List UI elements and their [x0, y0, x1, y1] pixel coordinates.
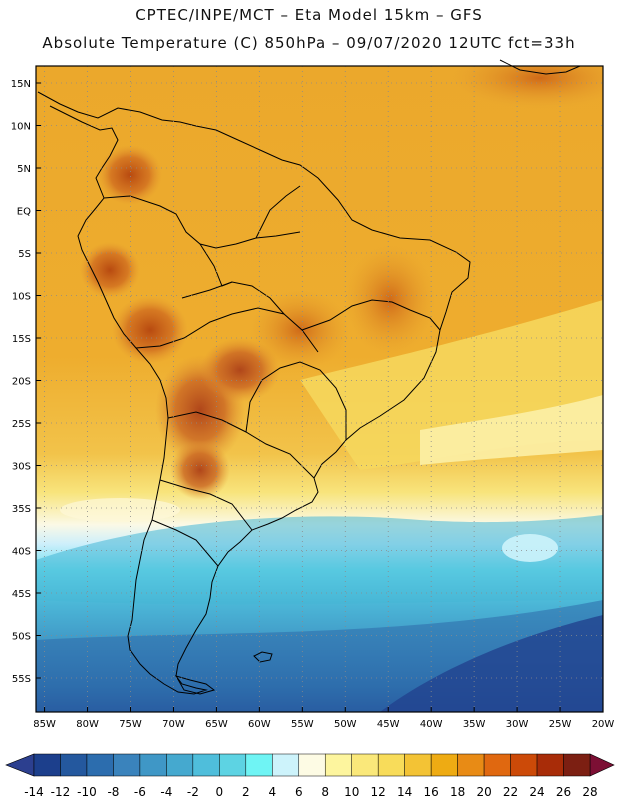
lat-tick-label: 30S [12, 462, 31, 473]
coastline [37, 59, 581, 695]
lat-tick-label: 40S [12, 547, 31, 558]
colorbar-tick-label: -6 [134, 785, 146, 799]
lon-tick-label: 30W [506, 719, 529, 730]
colorbar-tick-label: 28 [582, 785, 597, 799]
colorbar-tick-label: 14 [397, 785, 412, 799]
colorbar-tick-label: 22 [503, 785, 518, 799]
colorbar-bin [113, 753, 141, 777]
lon-tick-label: 80W [76, 719, 99, 730]
lat-tick-label: 20S [12, 377, 31, 388]
lat-tick-label: 15N [11, 79, 31, 90]
colorbar-low-arrow [5, 753, 35, 777]
colorbar-bin [404, 753, 432, 777]
lon-tick-label: 75W [119, 719, 142, 730]
colorbar-bin [483, 753, 511, 777]
lat-tick-label: 45S [12, 589, 31, 600]
lat-tick-label: 50S [12, 632, 31, 643]
lon-tick-label: 20W [592, 719, 615, 730]
colorbar-tick-label: -4 [160, 785, 172, 799]
colorbar-tick-label: -14 [24, 785, 44, 799]
lat-tick-label: 35S [12, 504, 31, 515]
colorbar-bin [377, 753, 405, 777]
colorbar-bin [219, 753, 247, 777]
colorbar-bin [245, 753, 273, 777]
colorbar-tick-label: 10 [344, 785, 359, 799]
colorbar-high-arrow [589, 753, 615, 777]
lon-tick-label: 85W [33, 719, 56, 730]
lon-tick-label: 50W [334, 719, 357, 730]
lon-tick-label: 40W [420, 719, 443, 730]
colorbar-tick-label: -2 [187, 785, 199, 799]
lat-tick-label: 10S [12, 292, 31, 303]
colorbar-bin [33, 753, 61, 777]
map-title: CPTEC/INPE/MCT – Eta Model 15km – GFS [135, 6, 483, 24]
colorbar-tick-label: 6 [295, 785, 303, 799]
colorbar-tick-label: 26 [556, 785, 571, 799]
colorbar-bin [192, 753, 220, 777]
colorbar-bin [563, 753, 591, 777]
colorbar-tick-label: 24 [529, 785, 544, 799]
lat-tick-label: 25S [12, 419, 31, 430]
map-subtitle: Absolute Temperature (C) 850hPa – 09/07/… [42, 34, 576, 52]
lat-tick-label: 5S [18, 249, 31, 260]
lon-tick-label: 70W [162, 719, 185, 730]
lat-tick-label: 10N [11, 122, 31, 133]
colorbar-bin [298, 753, 326, 777]
colorbar-tick-label: 2 [242, 785, 250, 799]
lon-tick-label: 65W [205, 719, 228, 730]
colorbar-bin [166, 753, 194, 777]
colorbar-tick-label: -10 [77, 785, 97, 799]
colorbar-bin [510, 753, 538, 777]
lon-tick-label: 35W [463, 719, 486, 730]
colorbar-tick-label: -12 [51, 785, 71, 799]
lat-tick-label: 5N [17, 164, 31, 175]
colorbar-bin [536, 753, 564, 777]
map-frame [35, 65, 604, 713]
colorbar-tick-label: 16 [424, 785, 439, 799]
colorbar-bin [272, 753, 300, 777]
lon-tick-label: 60W [248, 719, 271, 730]
lon-tick-label: 25W [549, 719, 572, 730]
colorbar-tick-label: 0 [216, 785, 224, 799]
colorbar-tick-label: 18 [450, 785, 465, 799]
colorbar-tick-label: 8 [321, 785, 329, 799]
latitude-labels: 15N 10N 5N EQ 5S 10S 15S 20S 25S 30S 35S 40S 45S 50S 5… [11, 79, 41, 685]
longitude-labels: 85W 80W 75W 70W 65W 60W 55W 50W 45W 40W 35W 30W 25W 2… [33, 707, 614, 730]
colorbar-bin [139, 753, 167, 777]
colorbar-bin [324, 753, 352, 777]
lat-tick-label: EQ [17, 207, 31, 218]
lon-tick-label: 55W [291, 719, 314, 730]
colorbar-tick-label: 12 [371, 785, 386, 799]
colorbar-bin [351, 753, 379, 777]
lon-tick-label: 45W [377, 719, 400, 730]
colorbar-tick-label: 20 [476, 785, 491, 799]
colorbar-tick-label: 4 [268, 785, 276, 799]
colorbar-tick-label: -8 [107, 785, 119, 799]
colorbar-bin [60, 753, 88, 777]
lat-tick-label: 55S [12, 674, 31, 685]
lat-tick-label: 15S [12, 334, 31, 345]
colorbar-bin [430, 753, 458, 777]
colorbar-bin [457, 753, 485, 777]
colorbar-bin [86, 753, 114, 777]
